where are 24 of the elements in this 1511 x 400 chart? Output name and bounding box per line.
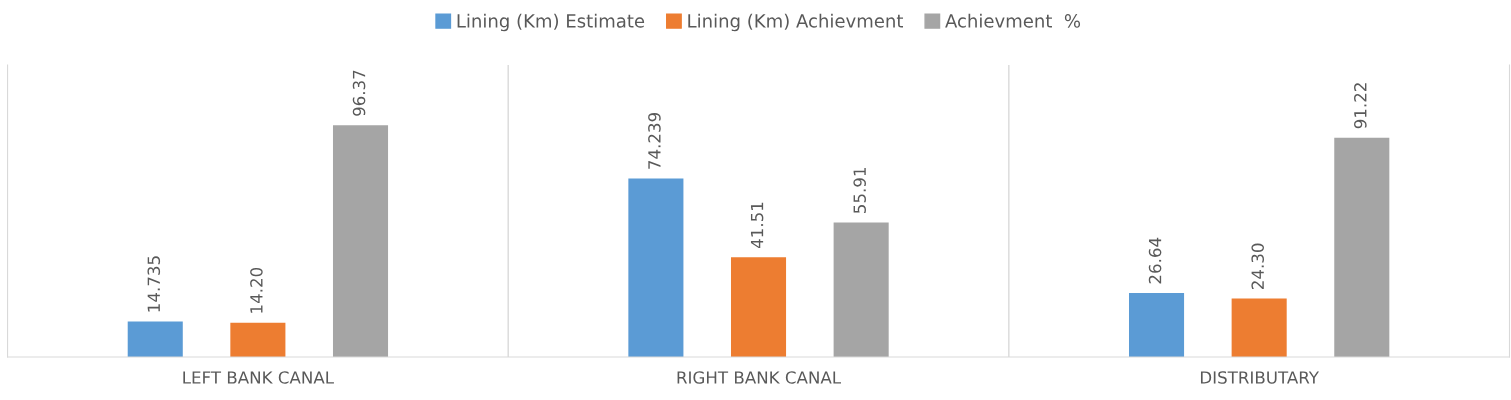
- legend-label: Lining (Km) Estimate: [457, 13, 645, 32]
- legend-label: Lining (Km) Achievment: [688, 13, 904, 32]
- legend-label: Achievment %: [945, 13, 1081, 28]
- bar: [230, 322, 286, 357]
- data-label: 41.51: [750, 202, 764, 249]
- data-label: 14.20: [250, 267, 263, 313]
- bar: [628, 178, 684, 357]
- data-label: 14.735: [147, 256, 161, 312]
- data-label: 74.239: [648, 112, 661, 169]
- data-label: 24.30: [1251, 243, 1264, 290]
- x-tick-label: LEFT BANK CANAL: [183, 371, 334, 384]
- data-label: 96.37: [352, 70, 366, 116]
- data-label: 91.22: [1354, 83, 1367, 129]
- data-label: 55.91: [853, 168, 866, 213]
- bar: [833, 222, 889, 357]
- bar: [1129, 292, 1185, 357]
- x-tick-label: RIGHT BANK CANAL: [677, 371, 841, 384]
- bar: [1334, 137, 1390, 357]
- bar: [127, 321, 183, 357]
- bar: [332, 125, 389, 357]
- bar: [730, 257, 787, 357]
- bar: [1231, 298, 1287, 357]
- x-tick-label: DISTRIBUTARY: [1200, 371, 1320, 384]
- data-label: 26.64: [1148, 237, 1162, 284]
